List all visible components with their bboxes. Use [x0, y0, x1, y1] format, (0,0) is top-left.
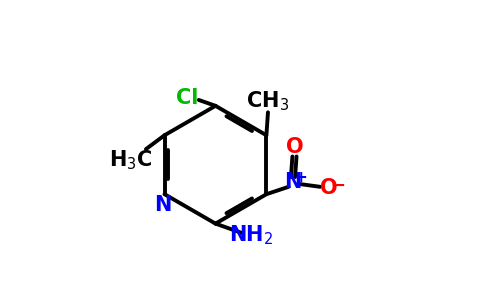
Text: O: O [319, 178, 337, 198]
Text: NH$_2$: NH$_2$ [228, 224, 273, 247]
Text: N: N [154, 195, 172, 215]
Text: N: N [284, 172, 302, 192]
Text: CH$_3$: CH$_3$ [246, 90, 289, 113]
Text: O: O [286, 137, 303, 157]
Text: +: + [295, 169, 308, 184]
Text: H$_3$C: H$_3$C [109, 148, 152, 172]
Text: −: − [330, 177, 345, 195]
Text: Cl: Cl [176, 88, 199, 109]
